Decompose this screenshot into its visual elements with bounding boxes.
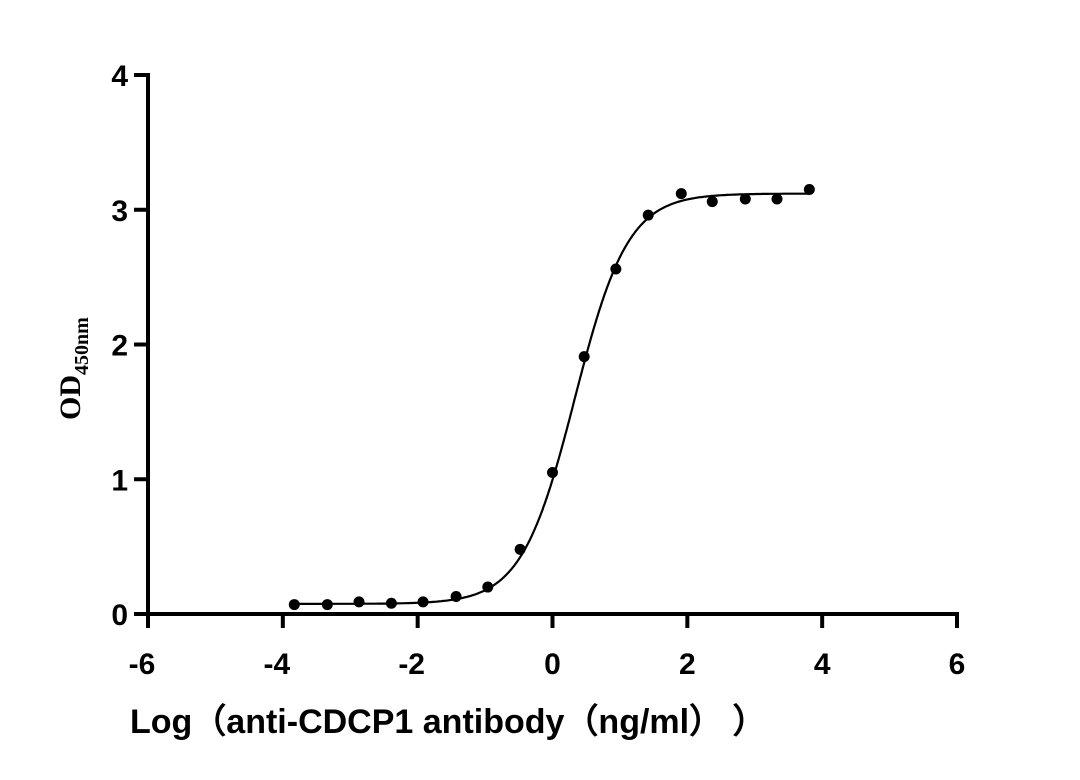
data-point [578, 351, 590, 363]
data-point [803, 184, 815, 196]
data-point [321, 599, 333, 611]
data-point [675, 188, 687, 200]
y-axis-label: OD450nm [54, 317, 93, 420]
x-tick-label: -4 [263, 648, 290, 681]
data-point [739, 193, 751, 205]
data-point [642, 209, 654, 221]
data-point [417, 596, 429, 608]
axes [134, 73, 959, 628]
x-tick-label: 0 [544, 648, 561, 681]
y-tick-label: 1 [111, 464, 128, 497]
x-tick-label: 2 [679, 648, 696, 681]
x-tick-label: -6 [129, 648, 156, 681]
y-tick-label: 0 [111, 599, 128, 632]
data-point [385, 597, 397, 609]
y-tick-label: 2 [111, 330, 128, 363]
fit-curve [294, 192, 810, 605]
data-point [610, 263, 622, 275]
data-point [547, 467, 558, 479]
data-point [514, 543, 526, 555]
x-axis-label: Log（anti-CDCP1 antibody（ng/ml） ） [130, 702, 767, 741]
data-point [353, 596, 365, 608]
data-points [288, 184, 815, 611]
data-point [482, 581, 494, 593]
data-point [450, 590, 462, 602]
y-tick-labels: 0 1 2 3 4 [111, 60, 128, 632]
data-point [771, 193, 783, 205]
data-point [288, 599, 300, 611]
x-tick-label: 4 [814, 648, 831, 681]
data-point [706, 196, 718, 208]
x-tick-label: 6 [949, 648, 966, 681]
y-axis-label-subscript: 450nm [71, 317, 93, 375]
x-tick-label: -2 [398, 648, 425, 681]
x-tick-labels: -6 -4 -2 0 2 4 6 [129, 648, 966, 681]
y-tick-label: 3 [111, 195, 128, 228]
y-tick-label: 4 [111, 60, 128, 93]
y-axis-label-main: OD [54, 375, 87, 420]
